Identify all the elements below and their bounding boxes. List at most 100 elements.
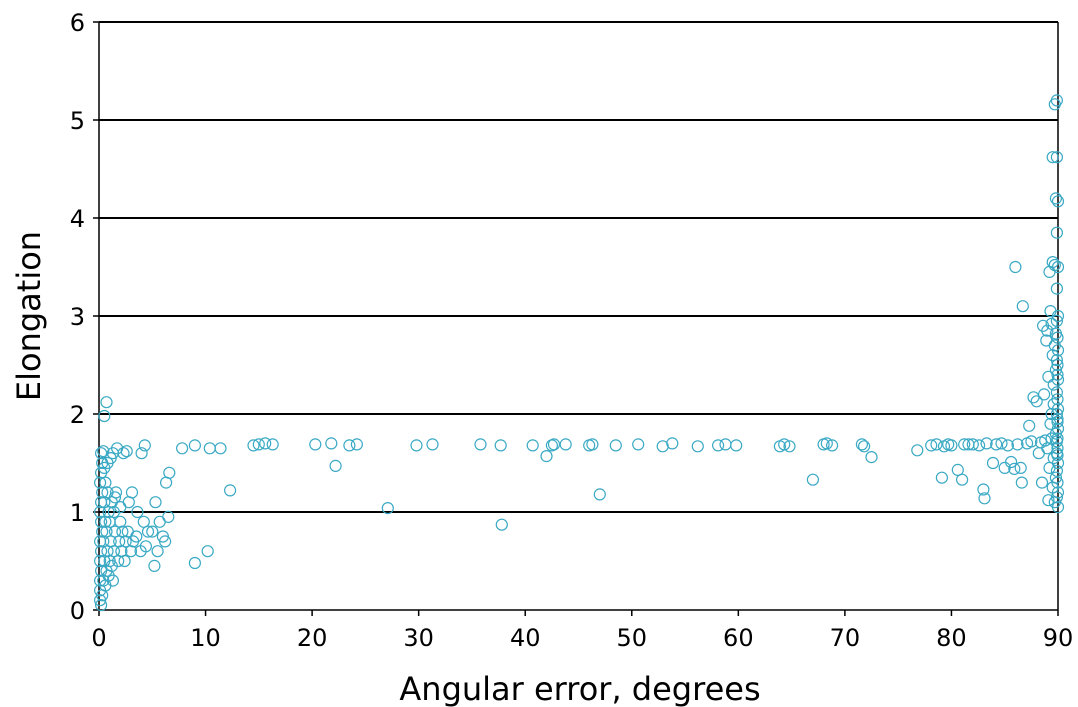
data-point [1051, 260, 1065, 274]
x-tick-label: 40 [510, 624, 541, 652]
data-point [109, 486, 123, 499]
data-point [986, 456, 1000, 470]
data-point [593, 488, 606, 501]
data-point [124, 545, 138, 558]
data-point [139, 540, 152, 553]
x-tick-label: 70 [830, 624, 861, 652]
data-point [935, 471, 949, 484]
data-point [119, 535, 132, 548]
data-point [153, 515, 166, 528]
x-tick-label: 10 [190, 624, 221, 652]
data-point [94, 515, 108, 528]
data-point [138, 439, 151, 452]
data-point [855, 438, 869, 451]
data-point [857, 440, 871, 453]
y-tick-label: 5 [70, 107, 85, 135]
grid-lines [99, 21, 1058, 513]
data-point [719, 438, 732, 451]
data-point [1051, 432, 1064, 445]
data-point [159, 535, 172, 548]
data-point [1049, 192, 1063, 205]
data-point [1051, 344, 1065, 357]
y-tick-label: 1 [70, 499, 85, 527]
data-point [1039, 434, 1052, 447]
data-point [865, 451, 878, 464]
data-point [94, 447, 108, 460]
data-point [1051, 412, 1064, 425]
data-point [1048, 258, 1061, 272]
data-point [1051, 501, 1065, 514]
data-point [93, 476, 107, 489]
data-point [1041, 324, 1054, 337]
data-point [1050, 94, 1064, 107]
x-tick-label: 20 [297, 624, 328, 652]
data-point [201, 545, 214, 558]
data-point [149, 496, 162, 509]
data-point [1015, 476, 1028, 489]
x-axis-label: Angular error, degrees [399, 670, 760, 707]
data-point [93, 554, 107, 568]
data-point [1023, 419, 1036, 432]
data-point [586, 438, 599, 451]
data-point [1011, 438, 1024, 451]
data-point [118, 554, 131, 568]
data-point [1050, 407, 1064, 421]
data-point [1051, 195, 1065, 208]
data-point [1051, 358, 1064, 372]
data-point [131, 505, 144, 519]
data-point [1050, 491, 1064, 504]
data-point [259, 437, 272, 450]
data-point [99, 476, 112, 489]
data-point [474, 438, 487, 451]
data-point [911, 444, 924, 457]
data-point [120, 445, 133, 458]
data-point [1050, 386, 1064, 399]
data-point [1030, 395, 1043, 408]
data-point [125, 486, 139, 499]
data-point [426, 438, 439, 451]
data-point [343, 439, 356, 452]
x-tick-label: 0 [91, 624, 106, 652]
data-point [1032, 447, 1045, 460]
x-tick-label: 30 [403, 624, 434, 652]
data-point [1051, 486, 1065, 499]
x-tick-label: 50 [617, 624, 648, 652]
data-point [117, 447, 130, 460]
data-point [945, 439, 958, 452]
data-point [990, 438, 1003, 451]
data-point [778, 438, 791, 451]
data-point [188, 556, 201, 570]
data-point [978, 492, 991, 505]
data-point [547, 438, 561, 451]
data-point [1051, 449, 1064, 462]
data-point [188, 439, 201, 452]
data-point [1050, 226, 1064, 239]
data-point [151, 545, 164, 558]
data-point [806, 473, 820, 486]
data-point [955, 473, 969, 486]
data-point [176, 442, 189, 455]
data-point [146, 525, 159, 538]
data-point [666, 437, 679, 450]
data-point [135, 447, 148, 460]
data-point [820, 437, 833, 450]
data-point [925, 439, 938, 452]
data-point [163, 466, 176, 479]
data-point [266, 438, 279, 451]
data-point [1008, 462, 1021, 475]
data-point [247, 439, 260, 452]
x-tick-label: 80 [936, 624, 967, 652]
data-point [1051, 403, 1065, 416]
data-point [130, 530, 143, 543]
data-point [977, 483, 990, 496]
data-point [495, 518, 508, 531]
data-point [1004, 455, 1018, 469]
y-tick-label: 3 [70, 303, 85, 331]
data-point [540, 450, 553, 463]
data-point [995, 437, 1008, 450]
data-point [1044, 305, 1057, 318]
y-tick-label: 2 [70, 401, 85, 429]
y-tick-label: 4 [70, 205, 85, 233]
data-point [1051, 476, 1064, 489]
data-point [108, 491, 122, 504]
